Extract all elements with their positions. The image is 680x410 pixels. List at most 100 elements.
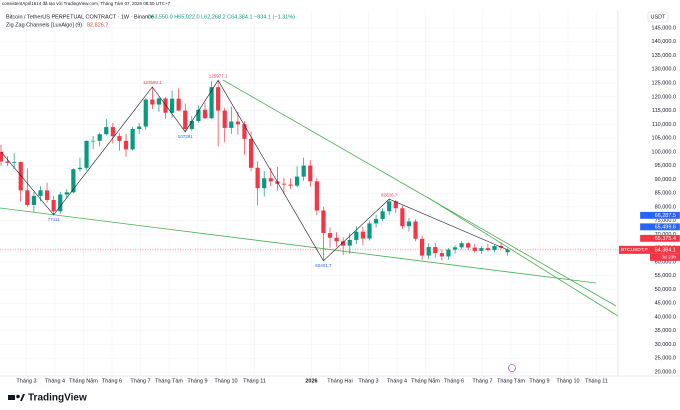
candle-body	[12, 162, 17, 163]
candle-body	[466, 243, 471, 248]
candle-body	[301, 165, 306, 177]
candle-body	[104, 127, 109, 135]
x-tick-label: Tháng 9	[529, 378, 549, 384]
candle-body	[58, 194, 63, 212]
candle-body	[505, 249, 510, 253]
price-tag-label: 65,499.6	[655, 224, 676, 230]
candle-body	[91, 140, 96, 142]
x-tick-label: Tháng Tám	[155, 378, 183, 384]
currency[interactable]: USDT	[651, 14, 667, 20]
event-icon[interactable]	[508, 364, 516, 372]
candle-body	[183, 110, 188, 129]
candle-body	[38, 190, 43, 196]
candle-body	[327, 233, 333, 238]
grid	[0, 10, 618, 376]
candle-body	[347, 239, 352, 246]
candle-body	[354, 231, 359, 240]
candle-body	[84, 140, 89, 168]
candle-body	[97, 134, 102, 141]
candle-body	[446, 249, 451, 257]
price-tag	[639, 211, 680, 220]
last-price-label: 64,384.1	[655, 247, 676, 253]
x-tick-label: Tháng 4	[387, 378, 407, 384]
candle-body	[367, 223, 372, 239]
candle-body	[472, 247, 477, 251]
candle-body	[202, 109, 208, 119]
zigzag-line	[0, 79, 508, 262]
candle-body	[387, 201, 392, 212]
candle-body	[25, 190, 30, 205]
candle-body	[248, 138, 254, 168]
candle-body	[117, 136, 122, 141]
x-tick-label: Tháng 7	[130, 378, 150, 384]
y-tick-label: 25,000.0	[655, 356, 676, 362]
candle-body	[393, 201, 398, 209]
price-tag-label: 66,287.5	[655, 213, 676, 219]
x-tick-label: Tháng 10	[556, 378, 579, 384]
x-tick-label: Tháng Hai	[327, 378, 352, 384]
y-tick-label: 105,000.0	[652, 136, 676, 142]
credit: consistentApril1614 đã tạo với TradingVi…	[2, 1, 171, 6]
pivot-label: 107281	[178, 134, 194, 139]
candle-body	[5, 161, 10, 163]
candle-body	[288, 184, 293, 186]
y-tick-label: 45,000.0	[655, 301, 676, 307]
candle-body	[426, 247, 431, 256]
x-tick-label: Tháng Năm	[411, 378, 440, 384]
candle-body	[281, 183, 287, 185]
y-tick-label: 20,000.0	[655, 369, 676, 375]
x-tick-label: Tháng 10	[214, 378, 237, 384]
candle-body	[439, 253, 444, 257]
trendline	[222, 79, 617, 307]
candle-body	[44, 190, 50, 200]
indicator-name: Zig Zag Channels [LuxAlgo] (9)	[6, 22, 82, 28]
candle-body	[492, 245, 497, 251]
trendline	[426, 196, 618, 317]
candle-body	[0, 151, 4, 162]
footer	[0, 388, 680, 410]
candle-body	[71, 169, 76, 193]
y-tick-label: 130,000.0	[652, 67, 676, 73]
x-tick-label: Tháng 3	[358, 378, 378, 384]
pivot-label: 123580.1	[143, 80, 162, 85]
x-tick-label: Tháng Tám	[497, 378, 525, 384]
y-tick-label: 80,000.0	[655, 204, 676, 210]
candle-body	[229, 121, 234, 128]
candle-body	[196, 109, 201, 122]
y-tick-label: 55,000.0	[655, 273, 676, 279]
trendline	[0, 207, 597, 284]
candle-body	[222, 110, 227, 128]
candle-body	[321, 210, 326, 234]
candle-body	[406, 221, 412, 227]
candle-body	[169, 98, 175, 113]
candle-body	[51, 200, 56, 212]
candle-body	[77, 167, 83, 170]
candle-body	[268, 178, 273, 182]
pivot-label: 125977.1	[209, 74, 228, 79]
candle-body	[143, 99, 148, 127]
pivot-label: 77111	[48, 217, 60, 222]
y-tick-label: 95,000.0	[655, 163, 676, 169]
candle-body	[156, 98, 162, 105]
y-tick-label: 90,000.0	[655, 177, 676, 183]
candle-body	[295, 176, 300, 186]
y-tick-label: 140,000.0	[652, 39, 676, 45]
candle-body	[150, 99, 155, 105]
candle-body	[176, 98, 181, 111]
y-tick-label: 60,000.0	[655, 259, 676, 265]
candle-body	[216, 87, 221, 111]
countdown: 3d 23h	[661, 255, 676, 261]
candle-body	[262, 178, 267, 189]
candle-body	[163, 98, 168, 113]
y-tick-label: 75,000.0	[655, 218, 676, 224]
candle-body	[314, 181, 319, 211]
logo	[8, 394, 25, 401]
y-tick-label: 40,000.0	[655, 314, 676, 320]
candle-body	[341, 241, 346, 246]
candle-body	[64, 192, 69, 195]
candle-body	[400, 208, 405, 227]
currency-box[interactable]	[647, 11, 669, 23]
x-tick-label: Tháng Năm	[69, 378, 98, 384]
x-tick-label: Tháng 4	[45, 378, 65, 384]
